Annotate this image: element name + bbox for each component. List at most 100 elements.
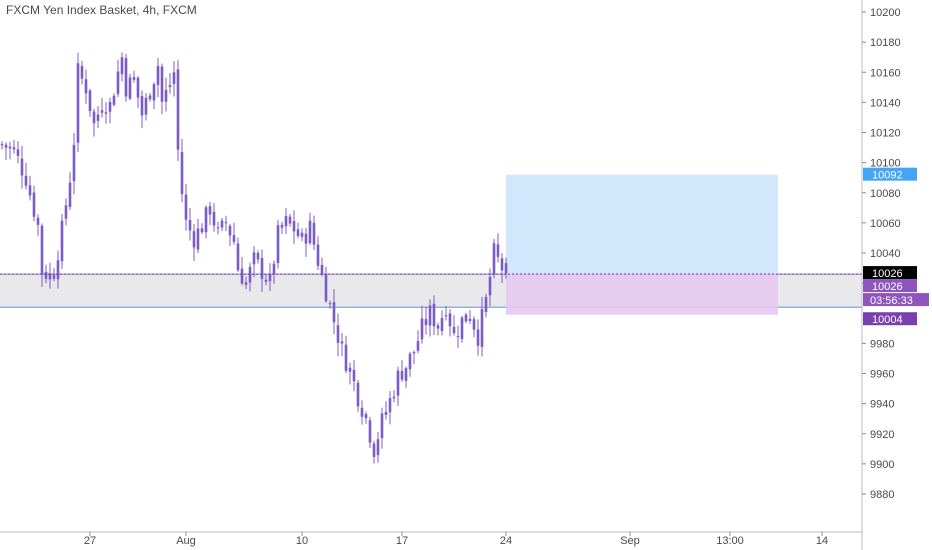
candle-body — [188, 220, 192, 231]
candle-3 — [12, 139, 16, 154]
candle-body — [0, 144, 4, 146]
candle-body — [112, 95, 116, 105]
candle-64 — [256, 250, 260, 264]
candle-75 — [300, 228, 304, 242]
candle-body — [404, 368, 408, 381]
candle-body — [232, 235, 236, 242]
candle-56 — [224, 215, 228, 231]
candle-body — [228, 226, 232, 236]
candle-49 — [196, 218, 200, 254]
candle-body — [16, 149, 20, 156]
candle-117 — [468, 310, 472, 324]
candle-98 — [392, 390, 396, 403]
candle-120 — [480, 296, 484, 357]
candle-26 — [104, 102, 108, 124]
candle-60 — [240, 256, 244, 286]
y-tick-label: 10080 — [870, 188, 901, 200]
candle-body — [76, 63, 80, 143]
y-tick-label: 10160 — [870, 67, 901, 79]
candle-24 — [96, 106, 100, 129]
candle-109 — [436, 322, 440, 336]
y-tick-label: 9880 — [870, 489, 894, 501]
candle-body — [64, 205, 68, 219]
candle-80 — [320, 257, 324, 277]
candle-123 — [492, 238, 496, 279]
candle-body — [180, 152, 184, 195]
candle-body — [36, 217, 40, 225]
candle-48 — [192, 224, 196, 261]
candle-11 — [44, 264, 48, 284]
candle-body — [312, 222, 316, 245]
candle-body — [476, 329, 480, 346]
candle-body — [480, 309, 484, 347]
candle-114 — [456, 325, 460, 349]
candle-body — [68, 182, 72, 207]
candle-43 — [172, 61, 176, 97]
y-tick-label: 10100 — [870, 158, 901, 170]
candle-body — [84, 79, 88, 94]
candle-15 — [60, 214, 64, 269]
candle-82 — [328, 300, 332, 309]
candle-body — [88, 90, 92, 112]
candle-106 — [424, 306, 428, 335]
candle-0 — [0, 141, 4, 150]
candle-61 — [244, 276, 248, 290]
candle-126 — [504, 257, 508, 279]
candle-body — [204, 207, 208, 233]
candle-70 — [280, 221, 284, 234]
chart-title: FXCM Yen Index Basket, 4h, FXCM — [6, 3, 197, 17]
candle-111 — [444, 306, 448, 321]
candle-body — [148, 95, 152, 100]
candle-body — [440, 318, 444, 332]
candle-body — [356, 382, 360, 407]
candle-body — [12, 147, 16, 150]
zone-top-badge-text: 10026 — [872, 281, 903, 293]
candle-body — [448, 313, 452, 327]
x-tick-label: Aug — [176, 535, 196, 547]
candle-body — [456, 335, 460, 337]
candle-body — [20, 158, 24, 176]
candle-body — [80, 66, 84, 79]
candle-body — [128, 77, 132, 99]
y-tick-label: 10060 — [870, 218, 901, 230]
y-tick-label: 10040 — [870, 248, 901, 260]
candle-103 — [412, 350, 416, 365]
stop-zone[interactable] — [506, 274, 778, 315]
candle-28 — [112, 93, 116, 107]
candle-21 — [84, 69, 88, 104]
candle-body — [376, 439, 380, 456]
candle-body — [268, 274, 272, 282]
candle-body — [388, 398, 392, 413]
candle-body — [408, 353, 412, 370]
candle-body — [488, 276, 492, 296]
candle-body — [272, 263, 276, 274]
target-price-badge: 10092 — [863, 167, 917, 182]
y-tick-label: 9940 — [870, 399, 894, 411]
candle-body — [412, 352, 416, 354]
candle-104 — [416, 330, 420, 354]
candle-51 — [204, 205, 208, 239]
target-zone[interactable] — [506, 174, 778, 275]
zone-top-badge: 10026 — [863, 279, 917, 293]
candle-25 — [100, 97, 104, 118]
candle-body — [192, 231, 196, 248]
candle-79 — [316, 236, 320, 271]
candle-body — [200, 228, 204, 233]
y-tick-label: 9920 — [870, 429, 894, 441]
candle-5 — [20, 145, 24, 189]
candle-body — [208, 206, 212, 215]
zone-top-badge-bg — [863, 279, 917, 293]
candle-119 — [476, 319, 480, 356]
candle-54 — [216, 221, 220, 235]
candle-73 — [292, 210, 296, 245]
candle-body — [216, 227, 220, 229]
candle-body — [264, 279, 268, 282]
candle-body — [352, 369, 356, 382]
candle-12 — [48, 262, 52, 289]
candle-body — [436, 325, 440, 329]
candle-body — [452, 326, 456, 334]
candle-29 — [116, 59, 120, 98]
candle-66 — [264, 274, 268, 286]
